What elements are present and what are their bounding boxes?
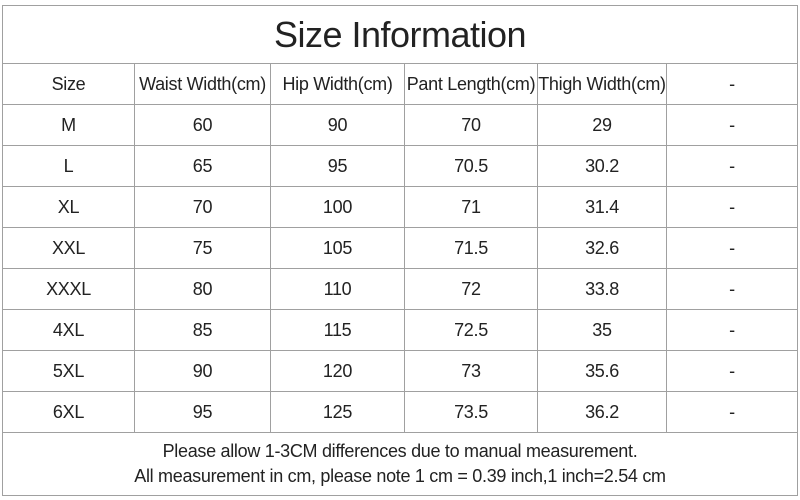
cell: XXXL (2, 268, 135, 310)
cell: 36.2 (537, 391, 667, 433)
cell: 71.5 (404, 227, 538, 269)
cell: 30.2 (537, 145, 667, 187)
cell: - (666, 145, 798, 187)
cell: 85 (134, 309, 271, 351)
cell: 105 (270, 227, 405, 269)
cell: 95 (270, 145, 405, 187)
cell: 32.6 (537, 227, 667, 269)
column-header: Pant Length(cm) (404, 63, 538, 105)
cell: 73.5 (404, 391, 538, 433)
cell: 71 (404, 186, 538, 228)
cell: 80 (134, 268, 271, 310)
cell: 70 (404, 104, 538, 146)
cell: 125 (270, 391, 405, 433)
cell: 90 (134, 350, 271, 392)
cell: 73 (404, 350, 538, 392)
cell: 72 (404, 268, 538, 310)
cell: 95 (134, 391, 271, 433)
column-header: Size (2, 63, 135, 105)
column-header: Waist Width(cm) (134, 63, 271, 105)
data-row: L 65 95 70.5 30.2- (2, 145, 798, 187)
cell: 75 (134, 227, 271, 269)
cell: XL (2, 186, 135, 228)
cell: 70 (134, 186, 271, 228)
cell: - (666, 227, 798, 269)
data-row: 5XL 90 120 73 35.6- (2, 350, 798, 392)
cell: 100 (270, 186, 405, 228)
data-row: XXL 75 105 71.5 32.6- (2, 227, 798, 269)
cell: 70.5 (404, 145, 538, 187)
cell: 115 (270, 309, 405, 351)
cell: 72.5 (404, 309, 538, 351)
title-row: Size Information (2, 5, 798, 64)
cell: 110 (270, 268, 405, 310)
cell: 31.4 (537, 186, 667, 228)
cell: 60 (134, 104, 271, 146)
cell: XXL (2, 227, 135, 269)
data-row: 6XL 95 125 73.5 36.2- (2, 391, 798, 433)
cell: 35.6 (537, 350, 667, 392)
column-header: - (666, 63, 798, 105)
cell: 35 (537, 309, 667, 351)
cell: 65 (134, 145, 271, 187)
header-row: Size Waist Width(cm) Hip Width(cm) Pant Len… (2, 63, 798, 105)
cell: - (666, 391, 798, 433)
cell: 5XL (2, 350, 135, 392)
cell: - (666, 186, 798, 228)
data-row: M 60 90 70 29- (2, 104, 798, 146)
cell: 33.8 (537, 268, 667, 310)
notes-cell: Please allow 1-3CM differences due to ma… (2, 432, 798, 496)
column-header: Thigh Width(cm) (537, 63, 667, 105)
cell: M (2, 104, 135, 146)
table-title: Size Information (2, 5, 798, 64)
cell: 6XL (2, 391, 135, 433)
cell: 120 (270, 350, 405, 392)
cell: L (2, 145, 135, 187)
cell: - (666, 268, 798, 310)
column-header: Hip Width(cm) (270, 63, 405, 105)
cell: - (666, 309, 798, 351)
data-row: XXXL 80 110 72 33.8- (2, 268, 798, 310)
cell: 29 (537, 104, 667, 146)
cell: 90 (270, 104, 405, 146)
data-row: XL 70 100 71 31.4- (2, 186, 798, 228)
size-table: Size Information Size Waist Width(cm) Hip W… (2, 5, 798, 496)
cell: - (666, 350, 798, 392)
note-line: All measurement in cm, please note 1 cm … (134, 466, 666, 486)
note-line: Please allow 1-3CM differences due to ma… (162, 441, 638, 461)
cell: 4XL (2, 309, 135, 351)
notes-row: Please allow 1-3CM differences due to ma… (2, 432, 798, 496)
cell: - (666, 104, 798, 146)
data-row: 4XL 85 115 72.5 35- (2, 309, 798, 351)
table-body: Size Information Size Waist Width(cm) Hip W… (2, 5, 798, 496)
